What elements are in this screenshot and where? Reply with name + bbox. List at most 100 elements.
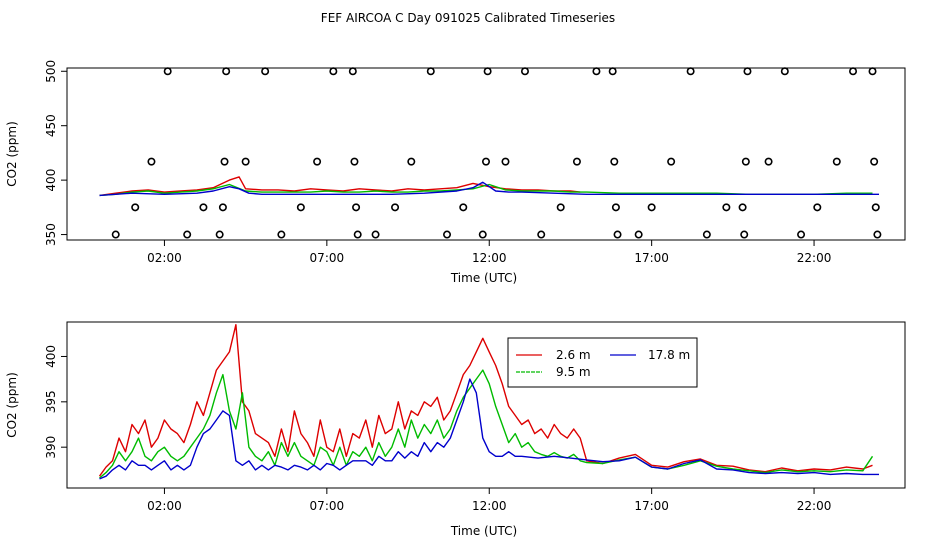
x-tick-label: 02:00 xyxy=(147,251,182,265)
calibration-point xyxy=(478,230,487,239)
top-y-axis-label: CO2 (ppm) xyxy=(5,121,19,187)
calibration-point xyxy=(296,203,305,212)
calibration-point xyxy=(131,203,140,212)
calibration-point xyxy=(608,67,617,76)
bottom-y-axis-label: CO2 (ppm) xyxy=(5,372,19,438)
calibration-point xyxy=(481,157,490,166)
calibration-point xyxy=(391,203,400,212)
calibration-point xyxy=(537,230,546,239)
legend-label-9-5m: 9.5 m xyxy=(556,365,591,379)
y-tick-label: 500 xyxy=(44,60,58,83)
series-line-s95 xyxy=(99,369,874,479)
x-tick-label: 17:00 xyxy=(634,499,669,513)
top-panel: 02:00 07:00 12:00 17:00 22:00 350 400 450 500 T… xyxy=(5,60,906,285)
calibration-point xyxy=(611,203,620,212)
top-calibration-points xyxy=(111,67,882,239)
bottom-plot-frame xyxy=(66,321,906,489)
y-tick-label: 450 xyxy=(44,114,58,137)
top-x-ticks: 02:00 07:00 12:00 17:00 22:00 xyxy=(147,240,831,265)
calibration-point xyxy=(686,67,695,76)
calibration-point xyxy=(222,67,231,76)
legend-label-2-6m: 2.6 m xyxy=(556,348,591,362)
calibration-point xyxy=(849,67,858,76)
series-line-s178 xyxy=(99,181,879,197)
x-tick-label: 22:00 xyxy=(797,251,832,265)
x-tick-label: 07:00 xyxy=(310,499,345,513)
calibration-point xyxy=(797,230,806,239)
calibration-point xyxy=(871,203,880,212)
y-tick-label: 390 xyxy=(44,436,58,459)
calibration-point xyxy=(459,203,468,212)
series-line-s95 xyxy=(99,183,873,197)
calibration-point xyxy=(348,67,357,76)
calibration-point xyxy=(741,157,750,166)
calibration-point xyxy=(215,230,224,239)
calibration-point xyxy=(740,230,749,239)
x-tick-label: 02:00 xyxy=(147,499,182,513)
top-plot-frame xyxy=(66,67,906,241)
figure-title: FEF AIRCOA C Day 091025 Calibrated Times… xyxy=(321,11,615,25)
x-tick-label: 22:00 xyxy=(797,499,832,513)
calibration-point xyxy=(426,67,435,76)
calibration-point xyxy=(111,230,120,239)
calibration-point xyxy=(873,230,882,239)
calibration-point xyxy=(220,157,229,166)
calibration-point xyxy=(483,67,492,76)
series-line-s26 xyxy=(98,324,873,477)
y-tick-label: 350 xyxy=(44,223,58,246)
top-series-lines xyxy=(99,176,879,197)
top-y-ticks: 350 400 450 500 xyxy=(44,60,67,246)
calibration-point xyxy=(352,203,361,212)
calibration-point xyxy=(371,230,380,239)
calibration-point xyxy=(764,157,773,166)
calibration-point xyxy=(261,67,270,76)
calibration-point xyxy=(163,67,172,76)
calibration-point xyxy=(813,203,822,212)
calibration-point xyxy=(647,203,656,212)
bottom-series-lines xyxy=(98,324,879,480)
bottom-x-axis-label: Time (UTC) xyxy=(450,524,517,538)
calibration-point xyxy=(722,203,731,212)
bottom-y-ticks: 390 395 400 xyxy=(44,345,67,459)
x-tick-label: 12:00 xyxy=(472,499,507,513)
calibration-point xyxy=(443,230,452,239)
calibration-point xyxy=(780,67,789,76)
calibration-point xyxy=(832,157,841,166)
legend: 2.6 m 17.8 m 9.5 m xyxy=(507,337,698,388)
calibration-point xyxy=(218,203,227,212)
y-tick-label: 400 xyxy=(44,345,58,368)
calibration-point xyxy=(702,230,711,239)
calibration-point xyxy=(501,157,510,166)
calibration-point xyxy=(592,67,601,76)
calibration-point xyxy=(407,157,416,166)
calibration-point xyxy=(610,157,619,166)
y-tick-label: 400 xyxy=(44,169,58,192)
calibration-point xyxy=(353,230,362,239)
calibration-point xyxy=(556,203,565,212)
calibration-point xyxy=(520,67,529,76)
calibration-point xyxy=(147,157,156,166)
y-tick-label: 395 xyxy=(44,390,58,413)
x-tick-label: 17:00 xyxy=(634,251,669,265)
calibration-point xyxy=(743,67,752,76)
calibration-point xyxy=(634,230,643,239)
calibration-point xyxy=(183,230,192,239)
calibration-point xyxy=(572,157,581,166)
calibration-point xyxy=(241,157,250,166)
legend-label-17-8m: 17.8 m xyxy=(648,348,690,362)
calibration-point xyxy=(870,157,879,166)
calibration-point xyxy=(277,230,286,239)
x-tick-label: 12:00 xyxy=(472,251,507,265)
calibration-point xyxy=(613,230,622,239)
x-tick-label: 07:00 xyxy=(310,251,345,265)
top-x-axis-label: Time (UTC) xyxy=(450,271,517,285)
calibration-point xyxy=(868,67,877,76)
legend-box xyxy=(507,337,698,388)
calibration-point xyxy=(313,157,322,166)
bottom-panel: 02:00 07:00 12:00 17:00 22:00 390 395 400 Time… xyxy=(5,321,906,538)
calibration-point xyxy=(199,203,208,212)
series-line-s178 xyxy=(99,378,879,480)
bottom-x-ticks: 02:00 07:00 12:00 17:00 22:00 xyxy=(147,488,831,513)
